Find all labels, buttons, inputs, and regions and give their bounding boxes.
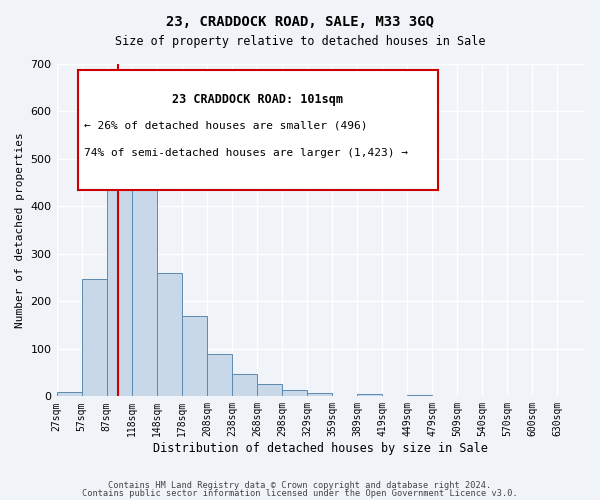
Bar [157, 273, 182, 396]
Text: ← 26% of detached houses are smaller (496): ← 26% of detached houses are smaller (49… [84, 120, 367, 130]
Bar [182, 316, 207, 396]
Bar [257, 384, 282, 396]
Bar [232, 374, 257, 396]
Bar [107, 124, 131, 396]
Text: Size of property relative to detached houses in Sale: Size of property relative to detached ho… [115, 35, 485, 48]
Bar [407, 395, 432, 396]
Bar [357, 394, 382, 396]
Bar [56, 392, 82, 396]
Bar [282, 390, 307, 396]
Bar [82, 278, 107, 396]
Y-axis label: Number of detached properties: Number of detached properties [15, 132, 25, 328]
Bar [307, 392, 332, 396]
Bar [207, 354, 232, 397]
Bar [131, 164, 157, 396]
X-axis label: Distribution of detached houses by size in Sale: Distribution of detached houses by size … [154, 442, 488, 455]
Text: Contains HM Land Registry data © Crown copyright and database right 2024.: Contains HM Land Registry data © Crown c… [109, 481, 491, 490]
Text: Contains public sector information licensed under the Open Government Licence v3: Contains public sector information licen… [82, 488, 518, 498]
Text: 23, CRADDOCK ROAD, SALE, M33 3GQ: 23, CRADDOCK ROAD, SALE, M33 3GQ [166, 15, 434, 29]
Text: 23 CRADDOCK ROAD: 101sqm: 23 CRADDOCK ROAD: 101sqm [173, 92, 343, 106]
Text: 74% of semi-detached houses are larger (1,423) →: 74% of semi-detached houses are larger (… [84, 148, 408, 158]
